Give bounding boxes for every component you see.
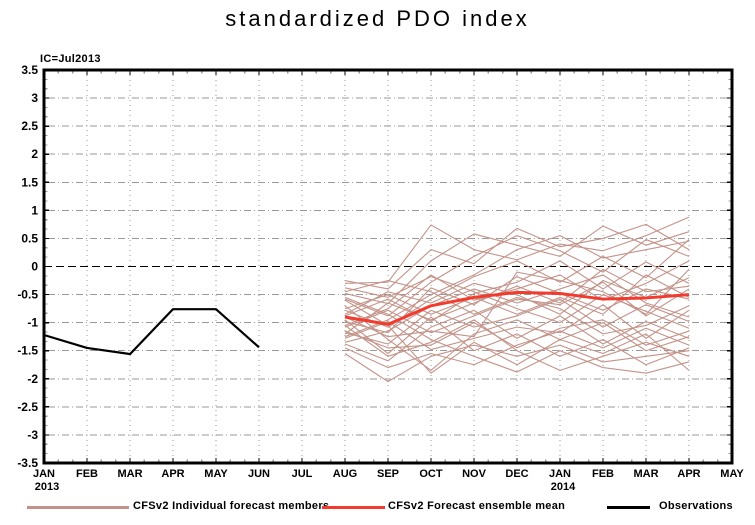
forecast-member-line bbox=[344, 268, 690, 338]
y-axis-label: -2 bbox=[27, 372, 38, 386]
forecast-member-line bbox=[344, 235, 690, 317]
members-legend-swatch bbox=[27, 506, 129, 509]
forecast-member-line bbox=[344, 260, 690, 323]
y-axis-label: -2.5 bbox=[17, 400, 38, 414]
members-legend-label: CFSv2 Individual forecast members bbox=[133, 500, 330, 512]
forecast-member-line bbox=[344, 344, 690, 383]
initial-condition-label: IC=Jul2013 bbox=[40, 53, 101, 65]
y-axis-label: -3.5 bbox=[17, 456, 38, 470]
y-axis-label: 3 bbox=[31, 91, 38, 105]
year-label: 2014 bbox=[551, 481, 576, 493]
y-axis-label: 2 bbox=[31, 147, 38, 161]
observations-line bbox=[43, 308, 260, 356]
y-axis-label: -1.5 bbox=[17, 344, 38, 358]
y-axis-label: 0.5 bbox=[21, 231, 38, 245]
y-axis-label: 3.5 bbox=[21, 63, 38, 77]
x-axis-label: FEB bbox=[592, 468, 614, 480]
forecast-member-line bbox=[344, 279, 690, 335]
x-axis-label: AUG bbox=[333, 468, 357, 480]
forecast-member-line bbox=[344, 223, 690, 290]
ensemble-mean-legend-label: CFSv2 Forecast ensemble mean bbox=[388, 500, 566, 512]
chart-title: standardized PDO index bbox=[225, 6, 530, 31]
x-axis-label: MAR bbox=[117, 468, 142, 480]
forecast-member-line bbox=[344, 305, 690, 371]
forecast-member-line bbox=[344, 319, 690, 349]
x-axis-label: MAY bbox=[720, 468, 744, 480]
x-axis-label: JAN bbox=[33, 468, 55, 480]
forecast-member-line bbox=[344, 225, 690, 305]
y-axis-label: 1.5 bbox=[21, 175, 38, 189]
forecast-member-line bbox=[344, 274, 690, 315]
ensemble-mean-line bbox=[344, 290, 690, 326]
x-axis-label: SEP bbox=[377, 468, 399, 480]
y-axis-label: 1 bbox=[31, 203, 38, 217]
forecast-member-line bbox=[344, 216, 690, 284]
x-axis-label: DEC bbox=[505, 468, 528, 480]
y-axis-label: -0.5 bbox=[17, 288, 38, 302]
forecast-member-line bbox=[344, 274, 690, 343]
y-axis-label: -3 bbox=[27, 428, 38, 442]
x-axis-label: JAN bbox=[549, 468, 571, 480]
x-axis-label: JUN bbox=[248, 468, 270, 480]
x-axis-label: MAR bbox=[633, 468, 658, 480]
observations-legend-label: Observations bbox=[659, 500, 733, 512]
observations-legend-swatch bbox=[607, 506, 650, 509]
x-axis-label: OCT bbox=[419, 468, 443, 480]
y-axis-label: 2.5 bbox=[21, 119, 38, 133]
forecast-member-line bbox=[344, 276, 690, 329]
x-axis-label: APR bbox=[161, 468, 184, 480]
forecast-member-line bbox=[344, 299, 690, 374]
x-axis-label: MAY bbox=[204, 468, 228, 480]
ensemble-mean-legend-swatch bbox=[322, 506, 385, 509]
x-axis-label: NOV bbox=[462, 468, 487, 480]
year-label: 2013 bbox=[35, 481, 59, 493]
y-axis-label: 0 bbox=[31, 260, 38, 274]
x-axis-label: FEB bbox=[76, 468, 98, 480]
forecast-member-line bbox=[344, 298, 690, 345]
forecast-member-line bbox=[344, 277, 690, 315]
forecast-member-line bbox=[344, 260, 690, 326]
forecast-member-line bbox=[344, 268, 690, 335]
forecast-member-line bbox=[344, 327, 690, 369]
x-axis-label: APR bbox=[677, 468, 700, 480]
y-axis-label: -1 bbox=[27, 316, 38, 330]
forecast-member-line bbox=[344, 304, 690, 351]
forecast-member-line bbox=[344, 319, 690, 371]
x-axis-label: JUL bbox=[292, 468, 313, 480]
plot-frame bbox=[42, 68, 734, 465]
forecast-member-line bbox=[344, 235, 690, 338]
